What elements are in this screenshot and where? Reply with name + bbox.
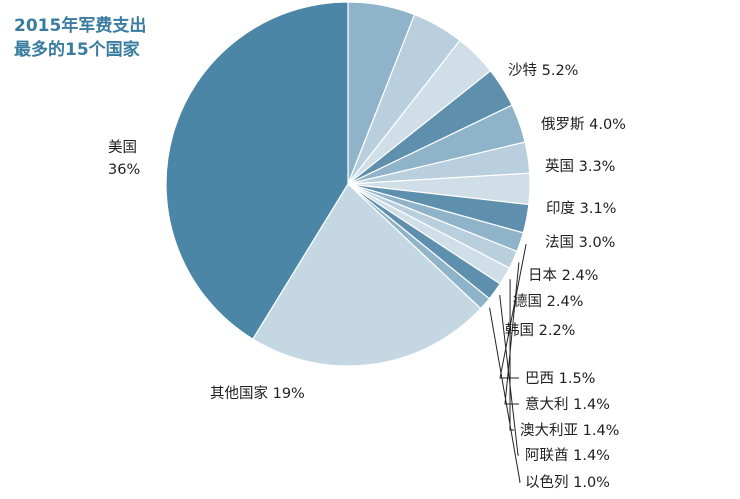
chart-title-line1: 2015年军费支出 [14,16,147,36]
slice-11-leader-line [509,279,514,431]
slice-9-label: 巴西 1.5% [525,371,595,387]
slice-12-leader-line [499,294,519,456]
slice-8-label: 韩国 2.2% [505,322,575,339]
slice-14-wedge [251,183,482,367]
slice-15-label-name: 美国 [108,139,137,156]
pie-slices [165,1,531,367]
slice-14-label: 其他国家 19% [210,385,305,402]
slice-6-label: 日本 2.4% [528,267,598,284]
leader-lines [489,244,527,483]
slice-1-label: 沙特 5.2% [508,62,578,79]
slice-10-label: 意大利 1.4% [525,395,610,413]
slice-11-label: 澳大利亚 1.4% [520,422,619,439]
chart-title: 2015年军费支出 最多的15个国家 [14,14,174,78]
slice-labels: 沙特 5.2% 俄罗斯 4.0% 英国 3.3% 印度 3.1% 法国 3.0% 日本 2… [108,62,626,491]
slice-7-label: 德国 2.4% [513,293,583,310]
slice-13-label: 以色列 1.0% [525,474,610,491]
slice-2-label: 俄罗斯 4.0% [541,116,626,133]
slice-3-label: 英国 3.3% [545,157,615,175]
slice-15-label-value: 36% [108,162,140,178]
chart-title-line2: 最多的15个国家 [14,40,140,60]
slice-10-leader-line [504,262,520,405]
slice-5-label: 法国 3.0% [545,234,615,251]
slice-4-label: 印度 3.1% [546,200,616,217]
slice-12-label: 阿联酋 1.4% [525,446,610,464]
slice-15-wedge [165,1,349,340]
slice-9-leader-line [499,244,527,379]
slice-13-leader-line [489,307,521,483]
